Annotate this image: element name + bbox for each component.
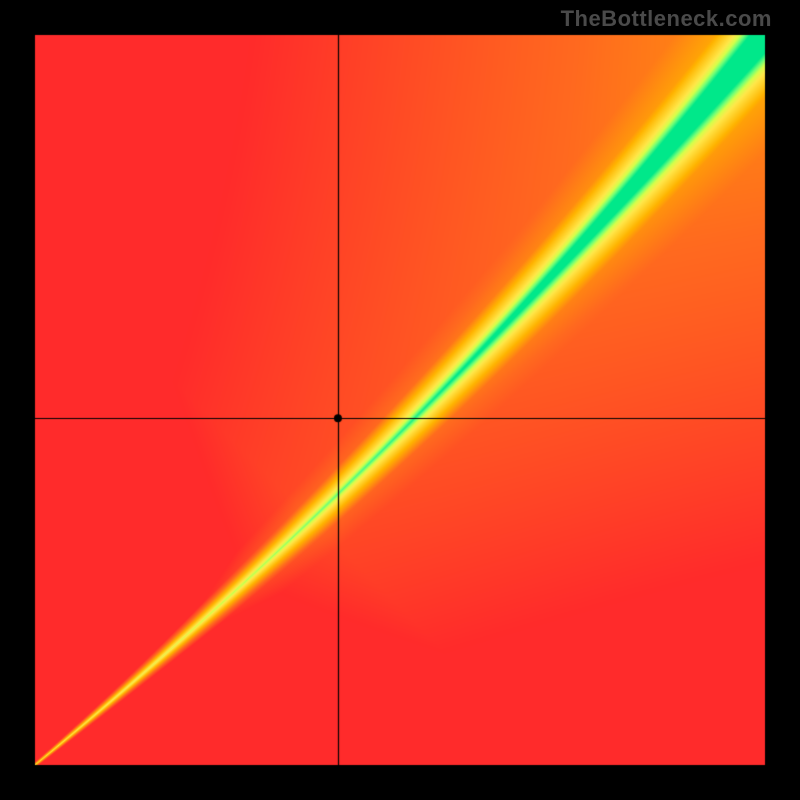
watermark-text: TheBottleneck.com <box>561 6 772 32</box>
bottleneck-heatmap <box>0 0 800 800</box>
